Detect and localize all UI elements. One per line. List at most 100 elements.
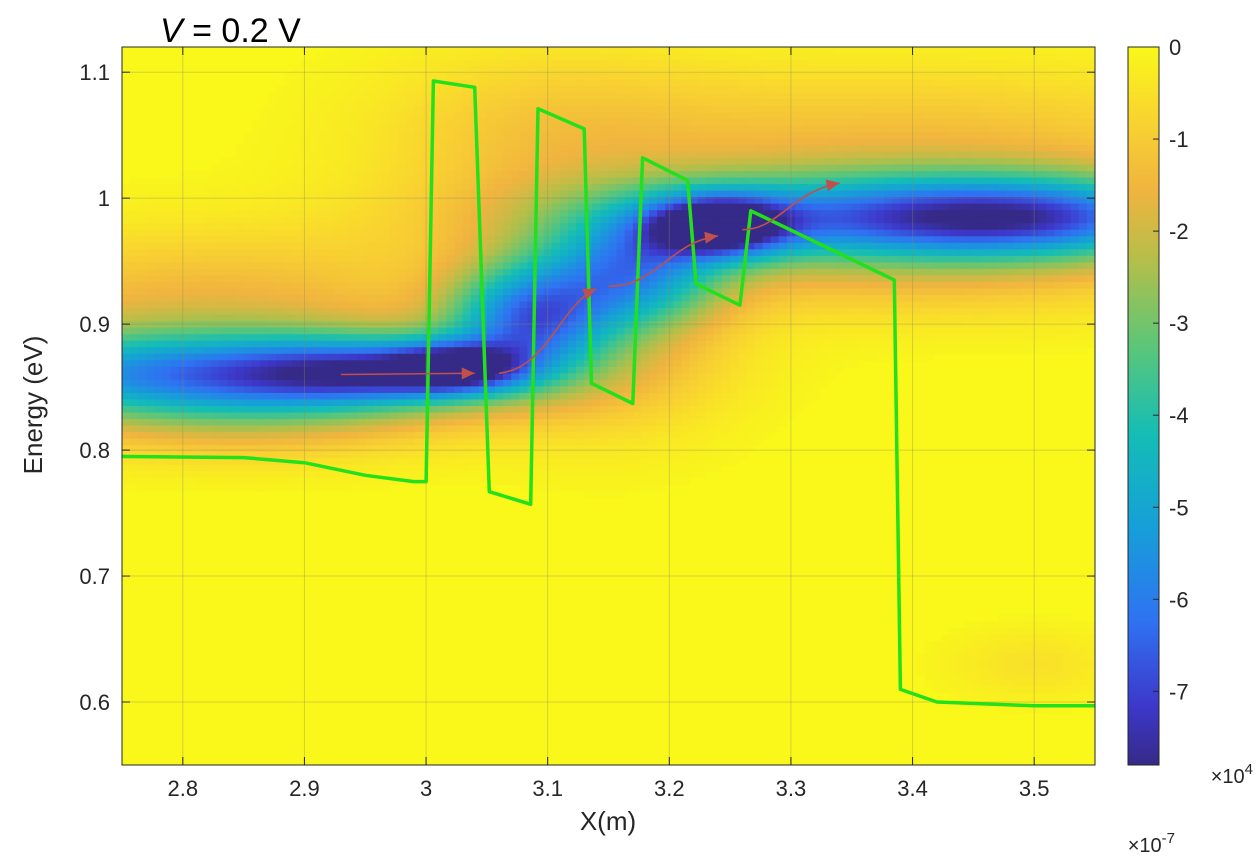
heatmap-cell [551, 242, 561, 250]
heatmap-cell [900, 171, 910, 179]
heatmap-cell [786, 92, 796, 100]
heatmap-cell [349, 321, 358, 329]
heatmap-cell [713, 236, 723, 244]
heatmap-cell [430, 60, 439, 68]
heatmap-cell [1030, 308, 1039, 316]
heatmap-cell [576, 144, 585, 153]
heatmap-cell [624, 268, 634, 277]
heatmap-cell [503, 314, 512, 322]
heatmap-cell [1046, 60, 1056, 68]
heatmap-cell [835, 99, 845, 107]
heatmap-cell [454, 327, 464, 335]
heatmap-cell [438, 138, 447, 146]
heatmap-cell [308, 92, 318, 100]
heatmap-cell [835, 281, 845, 290]
heatmap-cell [705, 131, 715, 139]
heatmap-cell [413, 210, 423, 218]
heatmap-cell [211, 177, 220, 185]
heatmap-cell [916, 255, 926, 263]
heatmap-cell [624, 229, 634, 237]
heatmap-cell [284, 249, 293, 257]
heatmap-cell [559, 86, 569, 94]
heatmap-cell [454, 151, 464, 159]
heatmap-cell [624, 47, 634, 55]
heatmap-cell [454, 53, 464, 61]
heatmap-cell [503, 184, 512, 192]
heatmap-cell [462, 164, 472, 172]
heatmap-cell [892, 308, 901, 316]
heatmap-cell [340, 73, 350, 81]
heatmap-cell [730, 47, 739, 55]
heatmap-cell [754, 79, 764, 87]
heatmap-cell [616, 131, 626, 139]
heatmap-cell [146, 223, 156, 231]
heatmap-cell [908, 308, 918, 316]
heatmap-cell [397, 118, 407, 126]
heatmap-cell [689, 131, 699, 139]
heatmap-cell [527, 268, 537, 277]
heatmap-cell [754, 184, 764, 192]
heatmap-cell [673, 73, 683, 81]
heatmap-cell [900, 242, 910, 250]
heatmap-cell [203, 216, 212, 224]
heatmap-cell [835, 216, 845, 224]
heatmap-cell [608, 262, 618, 270]
heatmap-cell [730, 275, 739, 283]
heatmap-cell [316, 242, 326, 250]
heatmap-cell [1046, 281, 1056, 290]
heatmap-cell [438, 197, 447, 205]
heatmap-cell [924, 151, 934, 159]
heatmap-cell [997, 53, 1007, 61]
heatmap-cell [973, 308, 983, 316]
heatmap-cell [843, 268, 853, 277]
heatmap-cell [1022, 236, 1031, 244]
heatmap-cell [251, 321, 261, 329]
heatmap-cell [478, 164, 488, 172]
heatmap-cell [778, 314, 788, 322]
heatmap-cell [867, 138, 877, 146]
heatmap-cell [235, 268, 245, 277]
heatmap-cell [551, 295, 561, 303]
heatmap-cell [535, 79, 545, 87]
heatmap-cell [616, 105, 626, 113]
heatmap-cell [989, 268, 999, 277]
heatmap-cell [1054, 268, 1064, 277]
heatmap-cell [146, 334, 156, 342]
heatmap-cell [365, 216, 374, 224]
heatmap-cell [122, 275, 131, 283]
heatmap-cell [1013, 216, 1023, 224]
heatmap-cell [503, 295, 512, 303]
heatmap-cell [965, 131, 974, 139]
heatmap-cell [1030, 60, 1039, 68]
heatmap-cell [170, 281, 180, 290]
heatmap-cell [422, 314, 431, 322]
heatmap-cell [154, 314, 164, 322]
heatmap-cell [705, 144, 715, 153]
heatmap-cell [470, 203, 480, 211]
heatmap-cell [957, 125, 966, 133]
heatmap-cell [211, 229, 220, 237]
heatmap-cell [908, 151, 918, 159]
heatmap-cell [389, 151, 399, 159]
heatmap-cell [227, 281, 237, 290]
heatmap-cell [559, 66, 569, 74]
heatmap-cell [851, 92, 861, 100]
heatmap-cell [227, 295, 237, 303]
heatmap-cell [1038, 79, 1047, 87]
heatmap-cell [349, 118, 358, 126]
heatmap-cell [997, 92, 1007, 100]
heatmap-cell [843, 125, 853, 133]
heatmap-cell [551, 281, 561, 290]
heatmap-cell [673, 190, 683, 198]
heatmap-cell [778, 190, 788, 198]
heatmap-cell [600, 177, 610, 185]
heatmap-cell [997, 66, 1007, 74]
heatmap-cell [276, 236, 285, 244]
heatmap-cell [292, 86, 301, 94]
heatmap-cell [851, 197, 861, 205]
heatmap-cell [1070, 112, 1080, 120]
heatmap-cell [908, 262, 918, 270]
heatmap-cell [527, 295, 537, 303]
heatmap-cell [227, 229, 237, 237]
heatmap-cell [227, 197, 237, 205]
